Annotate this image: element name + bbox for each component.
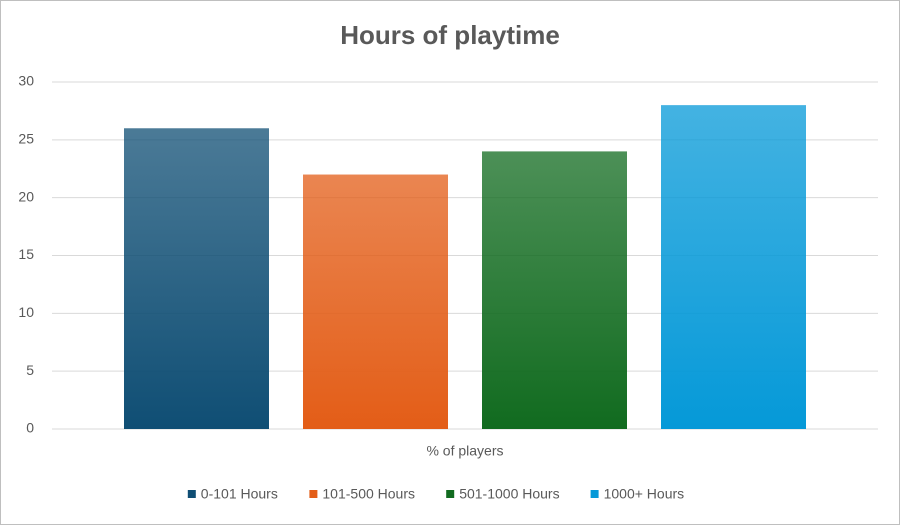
y-tick-label: 0 [26, 420, 34, 436]
legend-swatch [590, 490, 599, 498]
legend-label: 1000+ Hours [604, 486, 685, 502]
y-tick-label: 5 [26, 362, 34, 378]
y-tick-label: 15 [18, 246, 34, 262]
y-tick-label: 30 [18, 73, 34, 89]
bar [303, 174, 448, 429]
legend-swatch [446, 490, 455, 498]
x-tick-label: % of players [426, 443, 503, 459]
legend-label: 0-101 Hours [201, 486, 278, 502]
legend-swatch [187, 490, 196, 498]
y-tick-label: 10 [18, 304, 34, 320]
y-tick-label: 25 [18, 131, 34, 147]
y-tick-label: 20 [18, 188, 34, 204]
legend-label: 501-1000 Hours [459, 486, 559, 502]
bar [124, 128, 269, 429]
bar [482, 151, 627, 429]
legend-label: 101-500 Hours [322, 486, 415, 502]
legend-swatch [309, 490, 318, 498]
bar [661, 105, 806, 429]
chart-title: Hours of playtime [340, 20, 560, 50]
